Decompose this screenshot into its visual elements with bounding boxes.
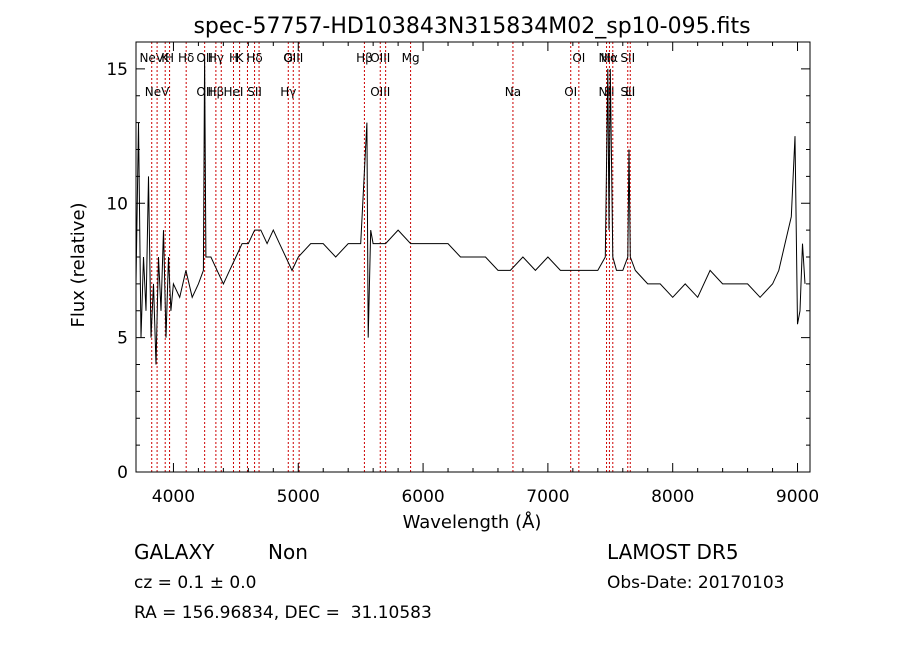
line-marker-label: Na <box>505 85 521 99</box>
line-marker-label: Hβ <box>356 51 373 65</box>
x-tick-label: 8000 <box>651 487 694 507</box>
line-marker-label: NII <box>599 51 615 65</box>
x-tick-label: 4000 <box>152 487 195 507</box>
redshift-cz: cz = 0.1 ± 0.0 <box>134 573 257 593</box>
x-tick-label: 7000 <box>526 487 569 507</box>
x-tick-label: 6000 <box>401 487 444 507</box>
line-marker-label: NeV <box>139 51 164 65</box>
line-marker-label: H <box>229 51 238 65</box>
y-tick-label: 10 <box>106 194 128 214</box>
line-marker-label: HeI <box>224 85 244 99</box>
line-marker-label: OIII <box>370 85 390 99</box>
line-marker-label: Li <box>625 85 635 99</box>
line-marker-label: SII <box>247 85 262 99</box>
y-tick-label: 5 <box>117 329 128 349</box>
line-marker-label: OIII <box>283 51 303 65</box>
survey-name: LAMOST DR5 <box>607 540 739 564</box>
line-marker-label: SII <box>620 85 635 99</box>
line-marker-label: OIII <box>370 51 390 65</box>
line-marker-label: K <box>236 51 245 65</box>
line-marker-label: Hδ <box>246 51 262 65</box>
line-marker-label: K <box>161 51 170 65</box>
coordinates: RA = 156.96834, DEC = 31.10583 <box>134 603 432 623</box>
line-marker-label: G <box>284 51 293 65</box>
chart-title: spec-57757-HD103843N315834M02_sp10-095.f… <box>193 14 750 39</box>
line-marker-label: Hβ <box>208 85 225 99</box>
line-marker-label: Hα <box>601 51 618 65</box>
axes: 4000 5000 6000 7000 8000 9000 0 5 10 15 <box>106 41 819 507</box>
line-marker-label: OI <box>572 51 585 65</box>
spectrum-line <box>135 55 806 365</box>
line-marker-label: Hγ <box>208 51 224 65</box>
line-marker-label: SII <box>620 51 635 65</box>
object-class: GALAXY <box>134 540 215 564</box>
line-marker-label: Mg <box>402 51 420 65</box>
y-tick-label: 15 <box>106 60 128 80</box>
y-tick-label: 0 <box>117 463 128 483</box>
observation-date: Obs-Date: 20170103 <box>607 573 785 593</box>
x-tick-label: 5000 <box>277 487 320 507</box>
y-axis-label: Flux (relative) <box>68 202 89 327</box>
line-marker-label: OI <box>564 85 577 99</box>
line-marker-label: H <box>165 51 174 65</box>
line-marker-label: Hγ <box>280 85 296 99</box>
x-tick-label: 9000 <box>776 487 819 507</box>
x-axis-label: Wavelength (Å) <box>403 511 542 533</box>
line-marker-label: NII <box>599 85 615 99</box>
line-marker-label: Hδ <box>178 51 194 65</box>
object-subclass: Non <box>268 540 308 564</box>
line-marker-label: NeV <box>145 85 170 99</box>
